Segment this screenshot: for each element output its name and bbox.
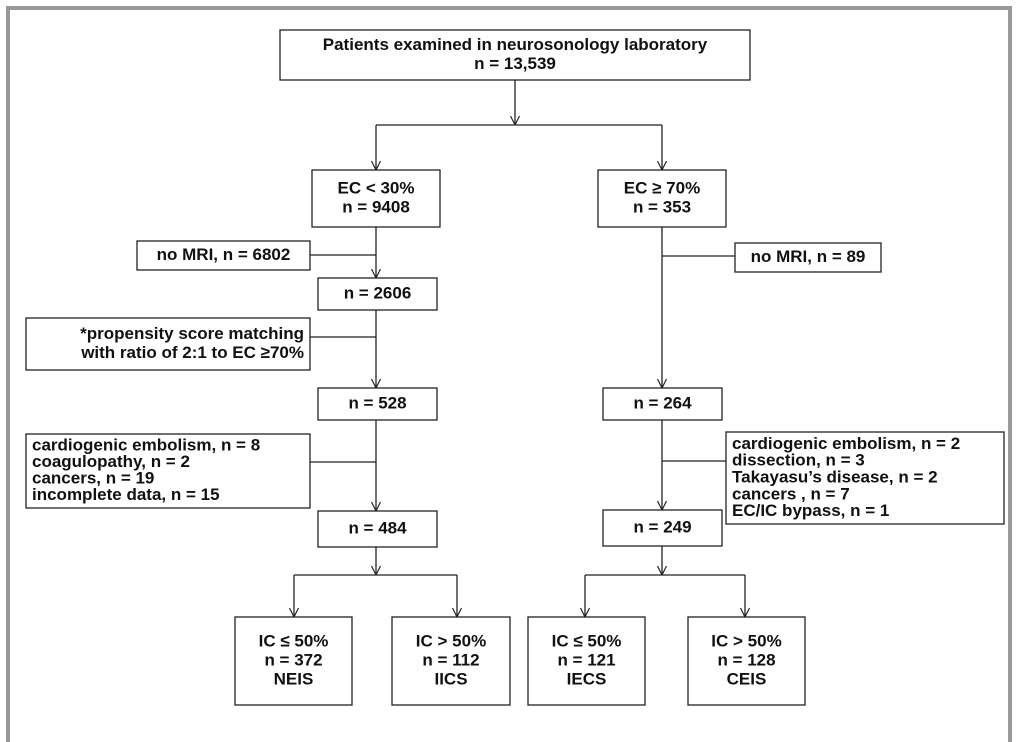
node-box	[391, 616, 511, 706]
node-text: cardiogenic embolism, n = 8	[32, 436, 260, 455]
node-text: n = 121	[557, 650, 615, 669]
node-box	[734, 242, 882, 273]
node-text: n = 372	[264, 650, 322, 669]
node-text: coagulopathy, n = 2	[32, 452, 190, 471]
node-box	[602, 387, 723, 421]
node-text: EC < 30%	[337, 178, 414, 197]
node-box	[136, 240, 311, 271]
node-text: EC ≥ 70%	[624, 178, 700, 197]
node-text: cardiogenic embolism, n = 2	[732, 434, 960, 453]
node-text: no MRI, n = 6802	[157, 245, 291, 264]
node-box	[234, 616, 353, 706]
node-box	[687, 616, 806, 706]
node-text: IC > 50%	[711, 631, 781, 650]
node-text: n = 128	[717, 650, 775, 669]
node-box	[725, 431, 1005, 525]
node-text: NEIS	[274, 669, 314, 688]
node-box	[317, 510, 438, 548]
node-text: incomplete data, n = 15	[32, 485, 220, 504]
node-text: CEIS	[727, 669, 767, 688]
node-text: n = 249	[633, 517, 691, 536]
node-box	[25, 433, 311, 509]
node-text: with ratio of 2:1 to EC ≥70%	[80, 343, 304, 362]
node-text: no MRI, n = 89	[751, 247, 866, 266]
node-box	[597, 169, 727, 228]
node-box	[311, 169, 441, 228]
node-box	[602, 509, 723, 547]
node-text: n = 528	[348, 393, 406, 412]
node-text: n = 9408	[342, 197, 410, 216]
node-box	[317, 277, 438, 311]
node-text: Patients examined in neurosonology labor…	[323, 35, 708, 54]
node-text: IC ≤ 50%	[259, 631, 329, 650]
node-text: *propensity score matching	[80, 324, 304, 343]
node-text: IECS	[567, 669, 607, 688]
node-text: IC > 50%	[416, 631, 486, 650]
node-box	[317, 387, 438, 421]
node-text: n = 13,539	[474, 54, 556, 73]
frame	[6, 6, 1012, 742]
node-text: EC/IC bypass, n = 1	[732, 501, 889, 520]
node-text: IC ≤ 50%	[552, 631, 622, 650]
node-text: dissection, n = 3	[732, 451, 865, 470]
node-text: n = 264	[633, 393, 692, 412]
node-box	[279, 29, 751, 81]
node-box	[25, 317, 311, 371]
node-text: cancers , n = 7	[732, 484, 850, 503]
node-box	[527, 616, 646, 706]
node-text: n = 112	[422, 650, 479, 669]
node-text: Takayasu’s disease, n = 2	[732, 467, 938, 486]
connectors	[294, 80, 745, 617]
node-text: n = 353	[633, 197, 691, 216]
node-text: n = 484	[348, 518, 407, 537]
node-text: IICS	[434, 669, 467, 688]
node-text: cancers, n = 19	[32, 469, 154, 488]
node-text: n = 2606	[344, 283, 412, 302]
